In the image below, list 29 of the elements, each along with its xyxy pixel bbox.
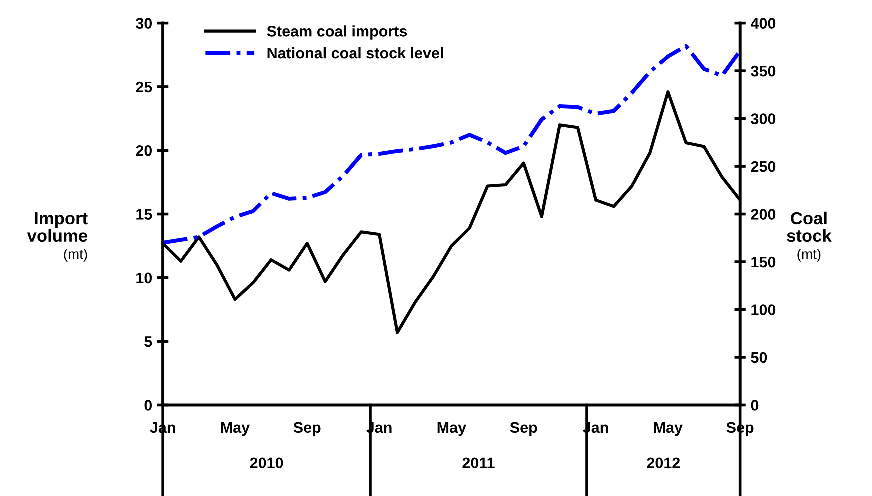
y-tick-label: 30 [136,18,152,30]
text: 2010 [250,458,284,469]
y2-tick-label: 300 [751,114,776,124]
text: 2012 [647,458,680,469]
y2-tick-label: 0 [751,400,759,411]
x-tick-label: Sep [294,422,321,436]
x-tick-label: May [654,422,683,436]
y2-tick-label: 350 [751,66,776,77]
y2-tick-label: 250 [751,161,776,172]
y2-tick-label: 150 [752,256,776,268]
y-tick-label: 10 [136,272,152,284]
legend-label: Steam coal imports [267,26,408,40]
x-tick-label: Sep [510,422,538,436]
line-series [163,44,740,245]
y-tick-label: 20 [136,145,152,156]
y2-tick-label: 200 [751,209,776,220]
y2-axis-title: Coal stock (mt) [787,212,832,262]
y-tick-label: 15 [136,209,152,220]
y2-tick-label: 50 [751,352,768,364]
y-tick-label: 25 [136,82,152,93]
y-axis-title: Import volume (mt) [27,212,88,262]
y-tick-label: 0 [144,400,152,411]
x-tick-label: May [438,422,466,436]
y2-tick-label: 100 [752,304,776,316]
y2-tick-label: 400 [750,18,776,29]
text: 2011 [462,458,495,469]
legend-label: National coal stock level [268,47,444,59]
y-tick-label: 5 [144,336,152,348]
x-tick-label: May [221,422,250,436]
